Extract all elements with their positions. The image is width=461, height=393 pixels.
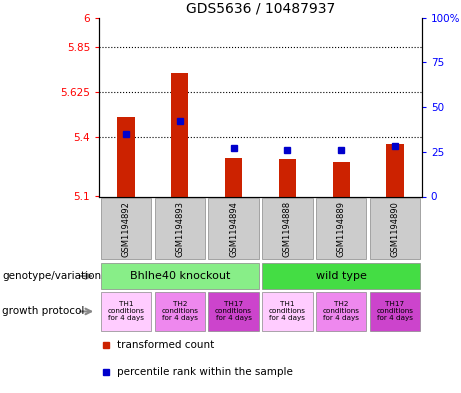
Bar xyxy=(279,159,296,196)
Title: GDS5636 / 10487937: GDS5636 / 10487937 xyxy=(186,1,335,15)
Bar xyxy=(262,263,420,289)
Text: genotype/variation: genotype/variation xyxy=(2,271,101,281)
Text: transformed count: transformed count xyxy=(117,340,214,350)
Text: TH2
conditions
for 4 days: TH2 conditions for 4 days xyxy=(323,301,360,321)
Bar xyxy=(332,162,350,196)
Bar xyxy=(370,292,420,331)
Bar xyxy=(225,158,242,196)
Text: percentile rank within the sample: percentile rank within the sample xyxy=(117,367,293,377)
Text: Bhlhe40 knockout: Bhlhe40 knockout xyxy=(130,271,230,281)
Text: TH17
conditions
for 4 days: TH17 conditions for 4 days xyxy=(377,301,414,321)
Bar xyxy=(386,144,403,196)
Bar xyxy=(316,292,366,331)
Bar xyxy=(118,117,135,196)
Text: TH1
conditions
for 4 days: TH1 conditions for 4 days xyxy=(269,301,306,321)
Bar xyxy=(154,292,205,331)
Text: growth protocol: growth protocol xyxy=(2,307,85,316)
Bar xyxy=(370,198,420,259)
Text: wild type: wild type xyxy=(316,271,366,281)
Bar xyxy=(171,73,189,196)
Bar xyxy=(100,263,259,289)
Bar xyxy=(208,198,259,259)
Bar xyxy=(154,198,205,259)
Text: GSM1194892: GSM1194892 xyxy=(122,201,130,257)
Bar xyxy=(262,198,313,259)
Text: GSM1194890: GSM1194890 xyxy=(390,201,399,257)
Bar xyxy=(100,198,151,259)
Bar xyxy=(262,292,313,331)
Text: GSM1194893: GSM1194893 xyxy=(175,201,184,257)
Text: TH1
conditions
for 4 days: TH1 conditions for 4 days xyxy=(107,301,144,321)
Text: TH2
conditions
for 4 days: TH2 conditions for 4 days xyxy=(161,301,198,321)
Bar xyxy=(208,292,259,331)
Text: TH17
conditions
for 4 days: TH17 conditions for 4 days xyxy=(215,301,252,321)
Text: GSM1194888: GSM1194888 xyxy=(283,201,292,257)
Text: GSM1194894: GSM1194894 xyxy=(229,201,238,257)
Bar xyxy=(100,292,151,331)
Text: GSM1194889: GSM1194889 xyxy=(337,201,346,257)
Bar xyxy=(316,198,366,259)
